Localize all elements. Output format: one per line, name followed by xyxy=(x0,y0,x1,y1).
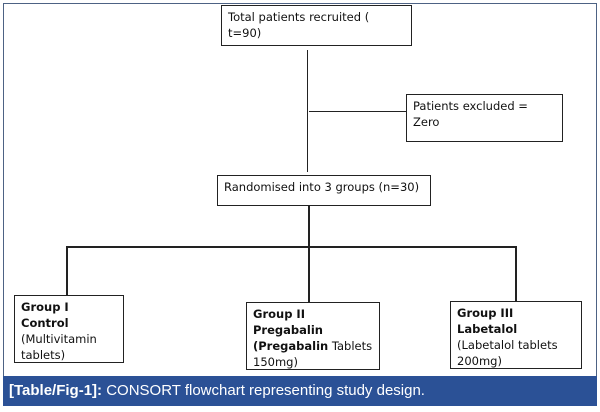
caption-text: CONSORT flowchart representing study des… xyxy=(102,382,425,399)
group-detail: (Pregabalin Tablets 150mg) xyxy=(253,339,373,369)
excluded-box: Patients excluded = Zero xyxy=(406,94,563,142)
recruited-box: Total patients recruited ( t=90) xyxy=(221,5,412,46)
recruited-text: Total patients recruited ( t=90) xyxy=(228,10,370,40)
group-detail: (Multivitamin tablets) xyxy=(21,332,97,362)
randomised-box: Randomised into 3 groups (n=30) xyxy=(217,175,431,206)
group-detail: (Labetalol tablets 200mg) xyxy=(457,338,558,368)
connector-line xyxy=(66,246,517,248)
connector-line xyxy=(66,246,68,295)
group-title: Group I Control xyxy=(21,300,69,330)
connector-line xyxy=(307,50,308,172)
group-2-box: Group II Pregabalin (Pregabalin Tablets … xyxy=(246,302,380,370)
group-title: Group II Pregabalin xyxy=(253,307,323,337)
caption-label: [Table/Fig-1]: xyxy=(9,382,103,399)
connector-line xyxy=(515,246,517,301)
randomised-text: Randomised into 3 groups (n=30) xyxy=(224,180,420,194)
figure-caption: [Table/Fig-1]: CONSORT flowchart represe… xyxy=(3,376,597,406)
figure-frame xyxy=(3,3,597,377)
connector-line xyxy=(308,206,310,302)
group-3-box: Group III Labetalol (Labetalol tablets 2… xyxy=(450,301,582,369)
excluded-text: Patients excluded = Zero xyxy=(413,99,528,129)
group-1-box: Group I Control (Multivitamin tablets) xyxy=(14,295,124,363)
group-title: Group III Labetalol xyxy=(457,306,518,336)
connector-line xyxy=(309,111,407,112)
